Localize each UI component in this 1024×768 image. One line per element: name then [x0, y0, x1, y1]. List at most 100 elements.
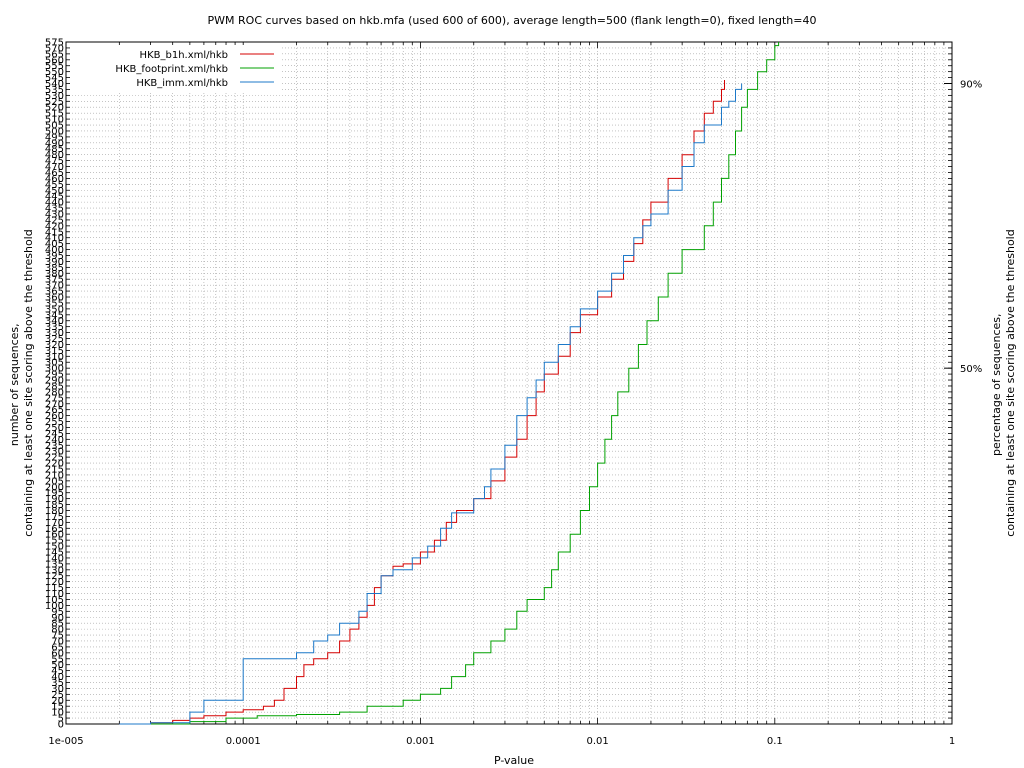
y-tick-label: 290: [45, 376, 64, 387]
y-tick-label: 405: [45, 239, 64, 250]
y-tick-label: 30: [51, 684, 64, 695]
y-tick-label: 390: [45, 257, 64, 268]
y-tick-label: 70: [51, 636, 64, 647]
y-tick-label: 355: [45, 298, 64, 309]
y-axis-label-left: number of sequences, containing at least…: [8, 229, 35, 536]
y-tick-label: 145: [45, 548, 64, 559]
y-tick-label: 85: [51, 619, 64, 630]
legend: HKB_b1h.xml/hkb HKB_footprint.xml/hkb HKB_…: [70, 45, 280, 91]
y-tick-label: 545: [45, 73, 64, 84]
y-axis-label-right-line1: percentage of sequences,: [990, 314, 1003, 456]
y-tick-label: 440: [45, 198, 64, 209]
y-tick-label: 395: [45, 251, 64, 262]
y-tick-label: 410: [45, 233, 64, 244]
y-axis-label-left-line1: number of sequences,: [8, 323, 21, 446]
y-tick-label: 510: [45, 115, 64, 126]
plot-frame: [65, 41, 953, 725]
y-tick-label: 40: [51, 672, 64, 683]
y-tick-label: 485: [45, 144, 64, 155]
y-tick-label: 415: [45, 227, 64, 238]
y-tick-label: 90: [51, 613, 64, 624]
y-tick-label: 35: [51, 678, 64, 689]
y-tick-label: 170: [45, 518, 64, 529]
y-tick-label: 250: [45, 423, 64, 434]
x-tick-label: 0.0001: [226, 736, 261, 747]
y-tick-label: 550: [45, 67, 64, 78]
y-tick-label: 120: [45, 577, 64, 588]
y-tick-label: 385: [45, 263, 64, 274]
y-tick-label: 20: [51, 696, 64, 707]
x-tick-label: 0.01: [586, 736, 608, 747]
y-tick-label: 375: [45, 275, 64, 286]
y-tick-label: 105: [45, 595, 64, 606]
y-tick-label: 420: [45, 221, 64, 232]
y-tick-label: 325: [45, 334, 64, 345]
y-tick-label: 445: [45, 192, 64, 203]
y-tick-label: 295: [45, 370, 64, 381]
y-tick-label: 190: [45, 494, 64, 505]
y-tick-label: 80: [51, 625, 64, 636]
y-tick-label: 220: [45, 459, 64, 470]
y-tick-label: 315: [45, 346, 64, 357]
y-tick-label: 310: [45, 352, 64, 363]
y-tick-label: 515: [45, 109, 64, 120]
y-tick-label: 225: [45, 453, 64, 464]
y-tick-label: 370: [45, 281, 64, 292]
y-tick-label: 180: [45, 506, 64, 517]
y-tick-label: 300: [45, 364, 64, 375]
y-tick-label: 490: [45, 138, 64, 149]
y-tick-label: 535: [45, 85, 64, 96]
chart-title: PWM ROC curves based on hkb.mfa (used 60…: [208, 14, 817, 27]
y-tick-label: 555: [45, 61, 64, 72]
x-axis-label: P-value: [494, 754, 534, 767]
y-tick-label: 520: [45, 103, 64, 114]
y-tick-label: 160: [45, 530, 64, 541]
y-tick-label: 475: [45, 156, 64, 167]
y-tick-label: 175: [45, 512, 64, 523]
x-tick-label: 0.001: [406, 736, 435, 747]
x-tick-label: 0.1: [767, 736, 783, 747]
y-axis-label-right-line2: containing at least one site scoring abo…: [1004, 229, 1017, 536]
y-tick-label: 150: [45, 542, 64, 553]
y-axis-label-right: percentage of sequences, containing at l…: [990, 229, 1017, 536]
legend-label-3: HKB_imm.xml/hkb: [136, 78, 228, 89]
y-tick-label: 270: [45, 399, 64, 410]
y-tick-label: 185: [45, 500, 64, 511]
series-line-3: [119, 83, 743, 725]
y-tick-label: 115: [45, 583, 64, 594]
y-tick-label: 245: [45, 429, 64, 440]
x-ticks: 1e-005 0.0001 0.001 0.01 0.1 1: [48, 42, 955, 747]
y-tick-label: 240: [45, 435, 64, 446]
y2-tick-label: 90%: [960, 80, 982, 91]
y-tick-label: 130: [45, 565, 64, 576]
y-tick-label: 430: [45, 209, 64, 220]
y-tick-label: 165: [45, 524, 64, 535]
y-tick-label: 200: [45, 482, 64, 493]
y-tick-label: 320: [45, 340, 64, 351]
y-tick-label: 155: [45, 536, 64, 547]
y-tick-label: 480: [45, 150, 64, 161]
y-tick-label: 260: [45, 411, 64, 422]
y-tick-label: 100: [45, 601, 64, 612]
y-tick-label: 265: [45, 405, 64, 416]
y-tick-label: 215: [45, 464, 64, 475]
y-tick-label: 565: [45, 49, 64, 60]
y-tick-label: 350: [45, 304, 64, 315]
y-tick-label: 495: [45, 132, 64, 143]
x-tick-label: 1e-005: [48, 736, 83, 747]
y-tick-label: 45: [51, 666, 64, 677]
y-tick-label: 205: [45, 476, 64, 487]
y-tick-label: 335: [45, 322, 64, 333]
y-tick-label: 210: [45, 470, 64, 481]
y-tick-label: 50: [51, 660, 64, 671]
y-tick-label: 570: [45, 43, 64, 54]
y-tick-label: 575: [45, 38, 64, 49]
y-tick-label: 340: [45, 316, 64, 327]
y-tick-label: 345: [45, 310, 64, 321]
y-tick-label: 25: [51, 690, 64, 701]
y-tick-label: 135: [45, 559, 64, 570]
y-ticks: 0510152025303540455055606570758085909510…: [45, 38, 952, 731]
y-tick-label: 230: [45, 447, 64, 458]
legend-label-1: HKB_b1h.xml/hkb: [140, 50, 228, 61]
